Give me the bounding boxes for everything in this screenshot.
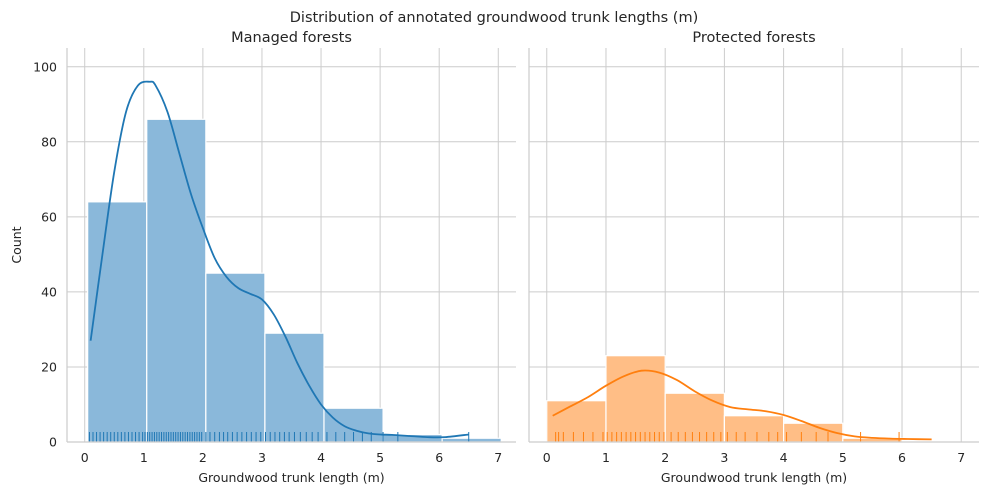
y-tick-label: 40 — [41, 284, 57, 299]
y-tick-label: 0 — [49, 435, 57, 450]
x-tick-label: 0 — [81, 450, 89, 465]
x-tick-label: 5 — [839, 450, 847, 465]
y-axis-label: Count — [9, 226, 24, 263]
histogram-bar — [723, 415, 785, 443]
x-tick-label: 6 — [435, 450, 443, 465]
y-tick-label: 20 — [41, 359, 57, 374]
histogram-bar — [664, 392, 725, 443]
x-tick-label: 6 — [898, 450, 906, 465]
x-tick-label: 1 — [140, 450, 148, 465]
x-tick-label: 3 — [258, 450, 266, 465]
x-tick-label: 3 — [720, 450, 728, 465]
x-tick-label: 7 — [494, 450, 502, 465]
histogram-bar — [87, 201, 148, 443]
x-tick-label: 2 — [199, 450, 207, 465]
x-tick-label: 4 — [780, 450, 788, 465]
panel-title: Managed forests — [231, 30, 352, 46]
panel-managed-forests: 0 1 2 3 4 5 6 7 0 20 40 60 80 100 Managed forests Groun… — [9, 30, 516, 485]
x-tick-label: 2 — [661, 450, 669, 465]
x-tick-label: 1 — [602, 450, 610, 465]
histogram-bar — [205, 272, 266, 443]
histogram-bar — [605, 355, 666, 443]
histogram-bar — [146, 118, 207, 443]
x-tick-label: 5 — [376, 450, 384, 465]
x-axis-label: Groundwood trunk length (m) — [661, 470, 847, 485]
histogram-bar — [264, 332, 325, 443]
x-tick-label: 7 — [957, 450, 965, 465]
histogram-bar — [546, 400, 607, 443]
panel-title: Protected forests — [692, 30, 815, 46]
x-tick-label: 4 — [317, 450, 325, 465]
y-tick-label: 80 — [41, 134, 57, 149]
kde-curve — [89, 80, 469, 439]
x-tick-label: 0 — [543, 450, 551, 465]
x-axis-label: Groundwood trunk length (m) — [198, 470, 384, 485]
y-tick-label: 100 — [33, 59, 57, 74]
panel-protected-forests: 0 1 2 3 4 5 6 7 Protected forests Groundwood trun… — [528, 30, 979, 485]
kde-curve — [552, 369, 932, 441]
y-tick-label: 60 — [41, 209, 57, 224]
figure-title: Distribution of annotated groundwood tru… — [290, 10, 699, 26]
